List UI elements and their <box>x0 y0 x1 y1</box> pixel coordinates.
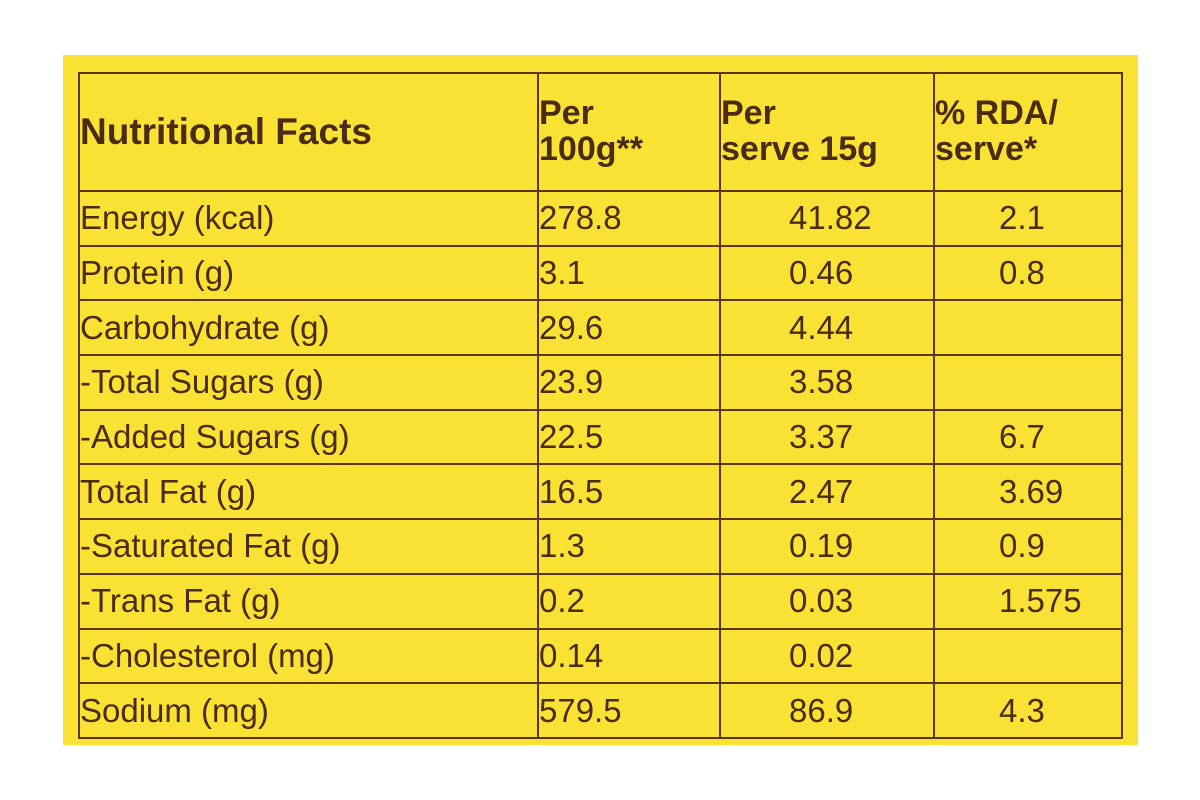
rda-value <box>933 627 1123 685</box>
table-row: Energy (kcal) 278.8 41.82 2.1 <box>78 190 1123 247</box>
nutrient-name: -Saturated Fat (g) <box>78 518 539 575</box>
table-row: -Total Sugars (g) 23.9 3.58 <box>78 354 1123 411</box>
per-serve-value: 4.44 <box>719 299 935 357</box>
column-header-line2: serve* <box>935 130 1038 168</box>
table-row: Carbohydrate (g) 29.6 4.44 <box>78 299 1123 357</box>
column-header-line1: % RDA/ <box>935 94 1058 133</box>
rda-value: 3.69 <box>933 463 1123 521</box>
column-header-rda: % RDA/ serve* <box>933 72 1123 192</box>
per-serve-value: 0.03 <box>719 572 935 630</box>
column-header-line2: 100g** <box>539 130 643 168</box>
nutrient-name: Protein (g) <box>78 244 539 302</box>
per-100g-value: 1.3 <box>537 518 721 575</box>
table-row: -Trans Fat (g) 0.2 0.03 1.575 <box>78 572 1123 630</box>
nutrition-facts-table: Nutritional Facts Per 100g** Per serve 1… <box>78 72 1123 739</box>
per-serve-value: 0.02 <box>719 627 935 685</box>
table-row: Protein (g) 3.1 0.46 0.8 <box>78 244 1123 302</box>
rda-value: 0.8 <box>933 244 1123 302</box>
rda-value: 1.575 <box>933 572 1123 630</box>
per-100g-value: 3.1 <box>537 244 721 302</box>
per-100g-value: 0.2 <box>537 572 721 630</box>
column-header-line1: Per <box>721 94 776 133</box>
per-serve-value: 0.46 <box>719 244 935 302</box>
column-header-line1: Per <box>539 94 594 133</box>
per-serve-value: 2.47 <box>719 463 935 521</box>
table-row: Sodium (mg) 579.5 86.9 4.3 <box>78 682 1123 739</box>
column-header-per-serve: Per serve 15g <box>719 72 935 192</box>
rda-value: 0.9 <box>933 518 1123 575</box>
table-row: -Cholesterol (mg) 0.14 0.02 <box>78 627 1123 685</box>
table-row: -Added Sugars (g) 22.5 3.37 6.7 <box>78 408 1123 466</box>
per-100g-value: 579.5 <box>537 682 721 739</box>
per-serve-value: 86.9 <box>719 682 935 739</box>
rda-value <box>933 299 1123 357</box>
per-100g-value: 29.6 <box>537 299 721 357</box>
table-row: -Saturated Fat (g) 1.3 0.19 0.9 <box>78 518 1123 575</box>
table-title-text: Nutritional Facts <box>80 110 372 152</box>
nutrient-name: -Total Sugars (g) <box>78 354 539 411</box>
column-header-per-100g: Per 100g** <box>537 72 721 192</box>
per-serve-value: 41.82 <box>719 190 935 247</box>
nutrient-name: Sodium (mg) <box>78 682 539 739</box>
per-100g-value: 22.5 <box>537 408 721 466</box>
nutrient-name: Energy (kcal) <box>78 190 539 247</box>
rda-value <box>933 354 1123 411</box>
rda-value: 4.3 <box>933 682 1123 739</box>
rda-value: 6.7 <box>933 408 1123 466</box>
per-serve-value: 3.37 <box>719 408 935 466</box>
per-serve-value: 0.19 <box>719 518 935 575</box>
per-100g-value: 16.5 <box>537 463 721 521</box>
nutrient-name: Carbohydrate (g) <box>78 299 539 357</box>
per-100g-value: 23.9 <box>537 354 721 411</box>
nutrient-name: -Trans Fat (g) <box>78 572 539 630</box>
table-row: Total Fat (g) 16.5 2.47 3.69 <box>78 463 1123 521</box>
per-serve-value: 3.58 <box>719 354 935 411</box>
per-100g-value: 0.14 <box>537 627 721 685</box>
nutrient-name: Total Fat (g) <box>78 463 539 521</box>
column-header-line2: serve 15g <box>721 130 878 168</box>
header-row: Nutritional Facts Per 100g** Per serve 1… <box>78 72 1123 192</box>
nutrient-name: -Cholesterol (mg) <box>78 627 539 685</box>
nutrient-name: -Added Sugars (g) <box>78 408 539 466</box>
table-title: Nutritional Facts <box>78 72 539 192</box>
per-100g-value: 278.8 <box>537 190 721 247</box>
rda-value: 2.1 <box>933 190 1123 247</box>
